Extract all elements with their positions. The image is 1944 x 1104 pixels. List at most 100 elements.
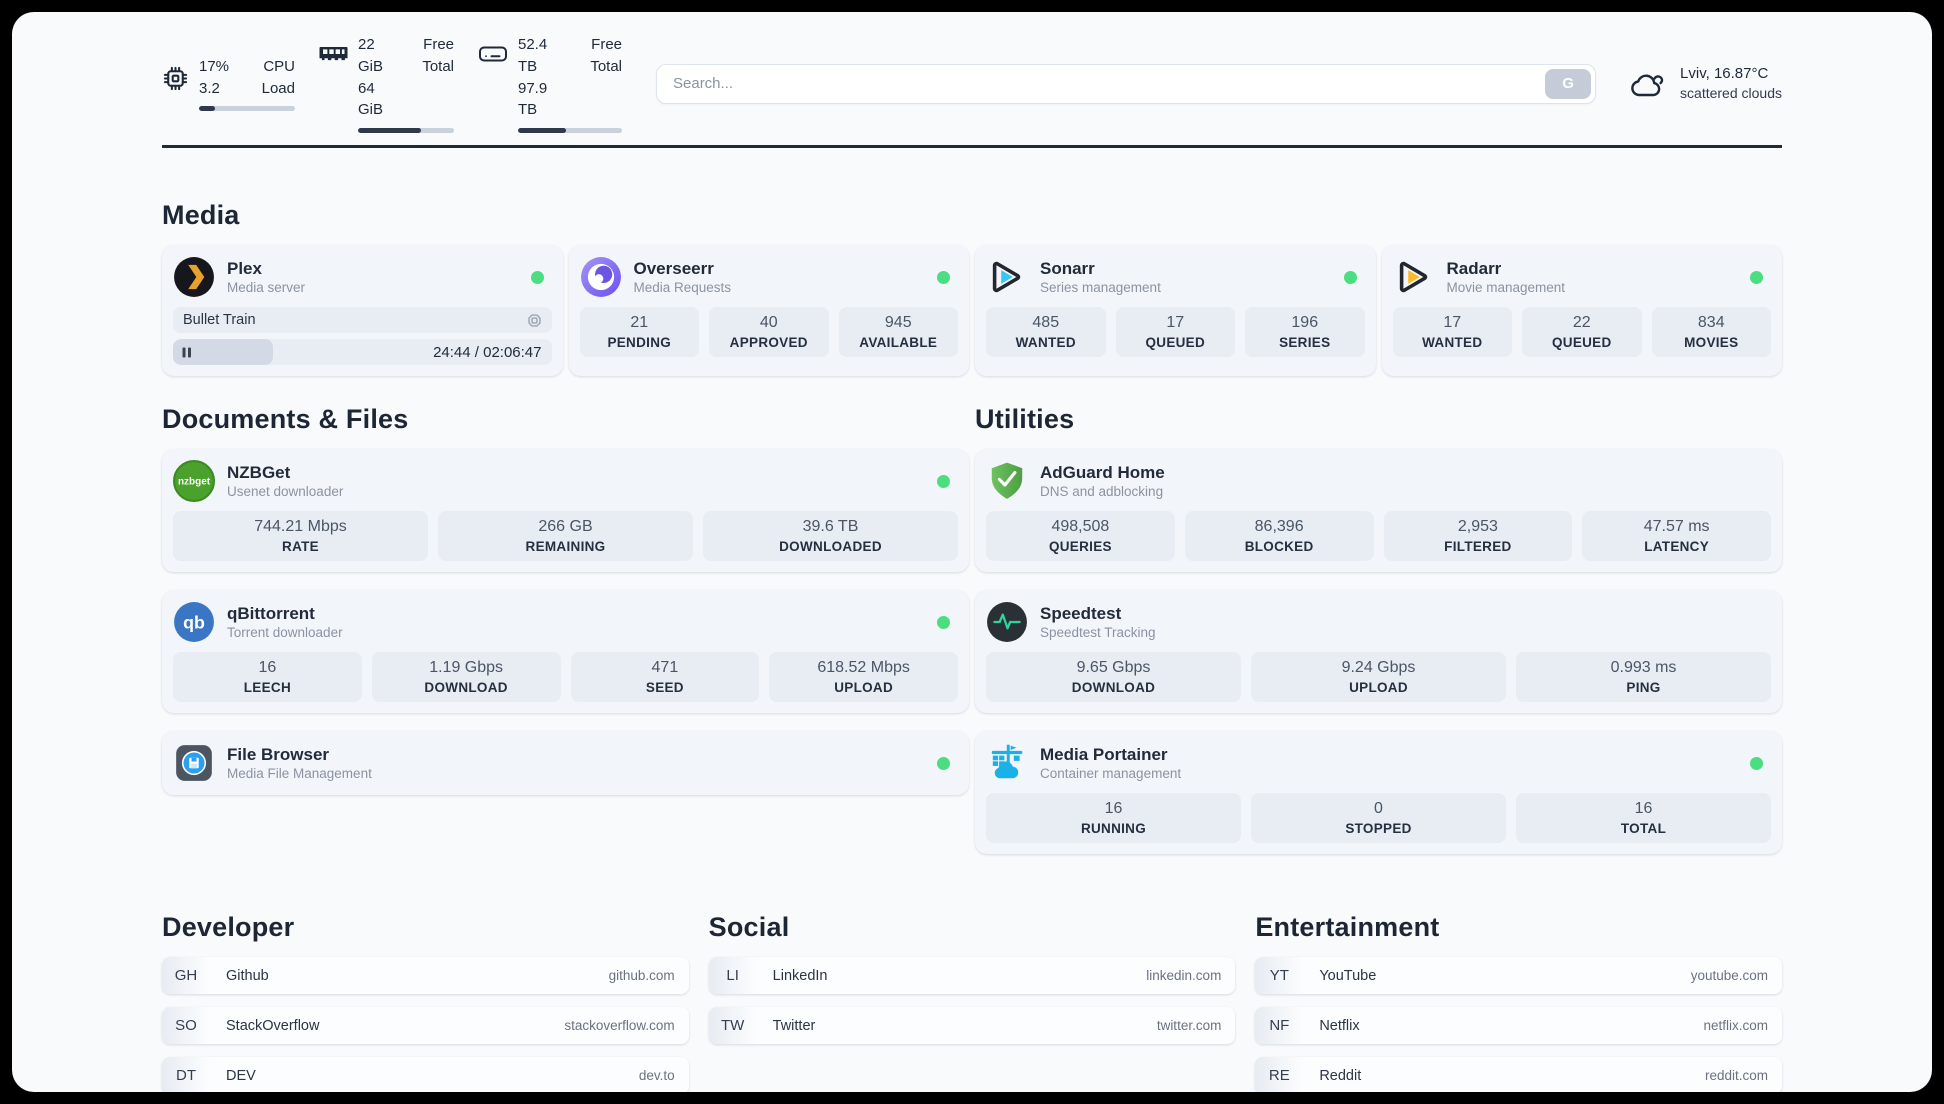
app-card-qbittorrent[interactable]: qb qBittorrent Torrent downloader <box>162 590 969 713</box>
stat-tile: 17 QUEUED <box>1115 307 1235 357</box>
bookmarks-entertainment: Entertainment YT YouTube youtube.com NF … <box>1255 912 1782 1092</box>
dashboard-page: 17% 3.2 CPU Load <box>12 12 1932 1092</box>
memory-widget: 22 GiB 64 GiB Free Total <box>319 34 454 133</box>
disk-widget: 52.4 TB 97.9 TB Free Total <box>478 34 622 133</box>
app-card-speedtest[interactable]: Speedtest Speedtest Tracking 9.65 Gbps D… <box>975 590 1782 713</box>
bookmark-url: youtube.com <box>1690 968 1768 983</box>
search-engine-button[interactable]: G <box>1545 68 1592 99</box>
bookmark-dev[interactable]: DT DEV dev.to <box>162 1057 689 1092</box>
bookmark-reddit[interactable]: RE Reddit reddit.com <box>1255 1057 1782 1092</box>
bookmark-abbr: TW <box>708 1007 757 1044</box>
bookmark-github[interactable]: GH Github github.com <box>162 957 689 994</box>
section-title-social: Social <box>708 912 790 942</box>
memory-total-label: Total <box>422 57 454 75</box>
stat-tile: 16 TOTAL <box>1516 793 1771 843</box>
cpu-widget: 17% 3.2 CPU Load <box>162 56 295 112</box>
app-card-overseerr[interactable]: Overseerr Media Requests 21 PENDING 40 A… <box>568 245 969 376</box>
app-card-nzbget[interactable]: nzbget NZBGet Usenet downloader 74 <box>162 449 969 572</box>
stat-tile: 744.21 Mbps RATE <box>173 511 428 561</box>
app-subtitle: Container management <box>1040 765 1182 781</box>
bookmark-abbr: DT <box>162 1057 210 1092</box>
section-title-developer: Developer <box>162 912 295 942</box>
bookmark-twitter[interactable]: TW Twitter twitter.com <box>708 1007 1236 1044</box>
bookmark-stackoverflow[interactable]: SO StackOverflow stackoverflow.com <box>162 1007 689 1044</box>
status-dot <box>1343 270 1357 284</box>
stat-tile: 471 SEED <box>570 652 760 702</box>
memory-icon <box>319 43 348 63</box>
app-subtitle: Movie management <box>1446 279 1566 295</box>
weather-location-temp: Lviv, 16.87°C <box>1680 65 1769 83</box>
bookmark-name: Netflix <box>1319 1017 1360 1034</box>
qbittorrent-icon: qb <box>173 601 215 643</box>
stat-tile: 22 QUEUED <box>1522 307 1642 357</box>
stat-tile: 40 APPROVED <box>709 307 829 357</box>
plex-icon <box>173 256 215 298</box>
app-card-plex[interactable]: Plex Media server Bullet Train <box>162 245 563 376</box>
bookmark-linkedin[interactable]: LI LinkedIn linkedin.com <box>708 957 1236 994</box>
speedtest-icon <box>986 601 1028 643</box>
bookmark-url: github.com <box>608 968 675 983</box>
portainer-icon <box>986 742 1028 784</box>
stat-tile: 47.57 ms LATENCY <box>1582 511 1771 561</box>
disk-total-value: 97.9 TB <box>518 79 548 119</box>
search-input[interactable] <box>656 63 1597 104</box>
playback-time: 24:44 / 02:06:47 <box>433 343 542 361</box>
status-dot <box>937 474 950 488</box>
adguard-icon <box>986 460 1028 502</box>
app-subtitle: Media server <box>227 279 306 295</box>
status-dot <box>1750 270 1763 284</box>
bookmark-url: reddit.com <box>1704 1068 1768 1083</box>
app-card-filebrowser[interactable]: File Browser Media File Management <box>162 731 969 795</box>
cpu-chip-icon <box>162 65 189 92</box>
disk-total-label: Total <box>590 57 622 75</box>
bookmark-youtube[interactable]: YT YouTube youtube.com <box>1255 957 1782 994</box>
section-title-utilities: Utilities <box>975 404 1075 434</box>
pause-icon[interactable] <box>182 347 192 358</box>
weather-condition: scattered clouds <box>1680 85 1782 102</box>
app-title: File Browser <box>227 744 330 764</box>
stat-tile: 945 AVAILABLE <box>838 307 958 357</box>
bookmark-netflix[interactable]: NF Netflix netflix.com <box>1255 1007 1782 1044</box>
app-title: Sonarr <box>1040 258 1095 278</box>
stat-tile: 16 RUNNING <box>986 793 1241 843</box>
overseerr-icon <box>580 256 622 298</box>
app-card-portainer[interactable]: Media Portainer Container management 16 … <box>975 731 1782 854</box>
bookmark-name: DEV <box>226 1067 256 1084</box>
bookmark-name: YouTube <box>1319 967 1377 984</box>
stat-tile: 16 LEECH <box>173 652 362 702</box>
disk-icon <box>478 43 508 65</box>
cpu-load-label: Load <box>261 79 295 97</box>
app-title: Radarr <box>1446 258 1502 278</box>
stat-tile: 9.65 Gbps DOWNLOAD <box>986 652 1241 702</box>
section-title-media: Media <box>162 200 240 230</box>
status-dot <box>937 270 950 284</box>
stat-tile: 21 PENDING <box>579 307 699 357</box>
radarr-icon <box>1393 256 1435 298</box>
app-subtitle: Media File Management <box>227 765 372 781</box>
bookmarks-social: Social LI LinkedIn linkedin.com TW Twitt… <box>708 912 1236 1092</box>
disk-progress-bar <box>518 128 622 133</box>
app-title: AdGuard Home <box>1040 462 1165 482</box>
section-title-entertainment: Entertainment <box>1255 912 1440 942</box>
app-card-adguard[interactable]: AdGuard Home DNS and adblocking 498,508 … <box>975 449 1782 572</box>
stat-tile: 2,953 FILTERED <box>1383 511 1573 561</box>
status-dot <box>937 615 950 629</box>
app-card-radarr[interactable]: Radarr Movie management 17 WANTED 22 QUE… <box>1381 245 1782 376</box>
bookmark-url: stackoverflow.com <box>564 1018 675 1033</box>
stat-tile: 266 GB REMAINING <box>438 511 693 561</box>
app-title: Speedtest <box>1040 603 1122 623</box>
stat-tile: 39.6 TB DOWNLOADED <box>703 511 958 561</box>
cpu-load-value: 3.2 <box>199 79 220 97</box>
disk-free-value: 52.4 TB <box>518 36 548 75</box>
filebrowser-icon <box>173 742 215 784</box>
stat-tile: 1.19 Gbps DOWNLOAD <box>371 652 561 702</box>
app-card-sonarr[interactable]: Sonarr Series management 485 WANTED 17 Q… <box>975 245 1376 376</box>
section-title-documents: Documents & Files <box>162 404 409 434</box>
media-card-grid: Plex Media server Bullet Train <box>162 245 1782 376</box>
bookmark-url: netflix.com <box>1703 1018 1768 1033</box>
bookmark-name: LinkedIn <box>772 967 828 984</box>
bookmark-abbr: RE <box>1255 1057 1304 1092</box>
status-dot <box>1750 756 1763 770</box>
app-subtitle: Series management <box>1040 279 1161 295</box>
top-bar: 17% 3.2 CPU Load <box>162 12 1782 133</box>
